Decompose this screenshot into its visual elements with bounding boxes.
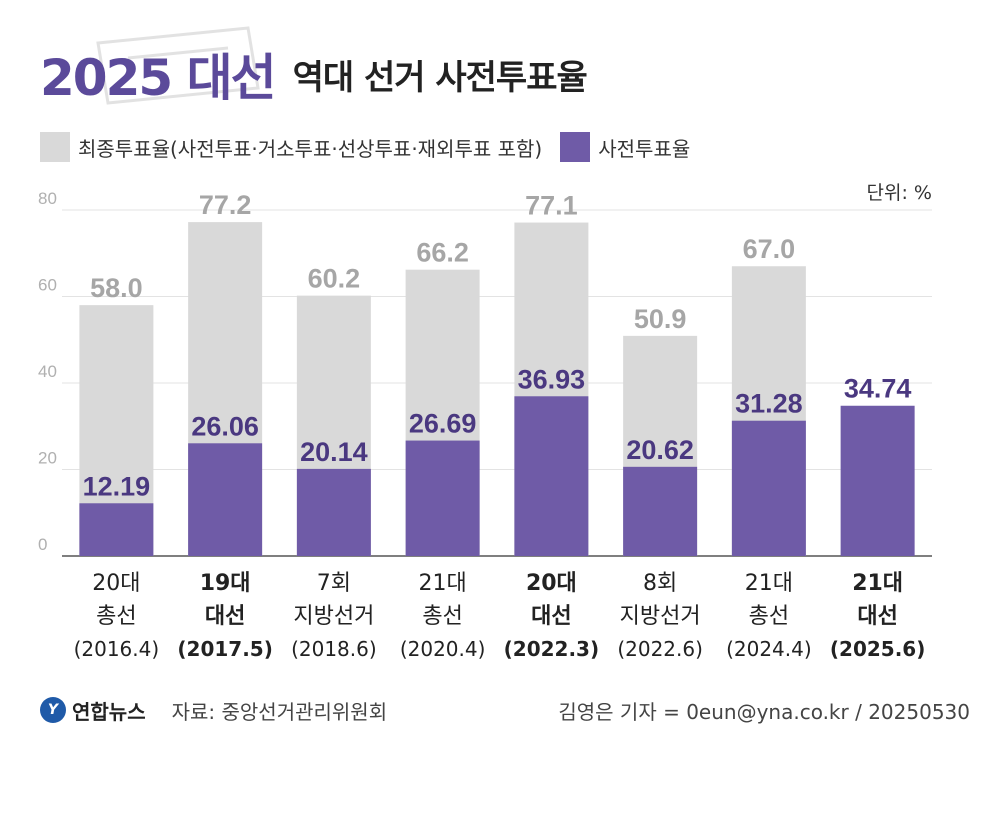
unit-label: 단위: % xyxy=(866,182,932,204)
legend-item-final: 최종투표율(사전투표·거소투표·선상투표·재외투표 포함) xyxy=(40,132,542,162)
bar-early-turnout xyxy=(514,396,589,556)
data-label-final: 77.1 xyxy=(525,191,578,221)
data-label-final: 50.9 xyxy=(634,304,687,334)
bar-early-turnout xyxy=(623,466,698,556)
data-label-early: 20.62 xyxy=(626,435,694,465)
page-subtitle: 역대 선거 사전투표율 xyxy=(292,57,588,98)
x-tick-label: (2018.6) xyxy=(291,637,377,661)
x-tick-label: 대선 xyxy=(205,604,245,629)
x-tick-label: 총선 xyxy=(422,604,462,629)
y-tick-label: 60 xyxy=(38,276,57,295)
data-label-early: 26.69 xyxy=(409,409,477,439)
footer: Y 연합뉴스 자료: 중앙선거관리위원회 김영은 기자 = 0eun@yna.c… xyxy=(40,690,970,730)
x-tick-label: 총선 xyxy=(749,604,789,629)
x-tick-label: 19대 xyxy=(200,571,251,596)
source-text: 자료: 중앙선거관리위원회 xyxy=(171,699,388,724)
legend-swatch-final xyxy=(40,132,70,162)
data-label-final: 60.2 xyxy=(308,264,361,294)
x-tick-label: (2016.4) xyxy=(74,637,160,661)
x-tick-label: (2022.6) xyxy=(617,637,703,661)
x-tick-label: 총선 xyxy=(96,604,136,629)
x-tick-label: 8회 xyxy=(643,571,677,596)
bar-early-turnout xyxy=(79,503,154,556)
x-tick-label: 지방선거 xyxy=(620,604,701,629)
data-label-final: 77.2 xyxy=(199,190,252,220)
legend-item-early: 사전투표율 xyxy=(560,132,690,162)
x-tick-label: (2017.5) xyxy=(177,637,272,661)
x-tick-label: 20대 xyxy=(526,571,577,596)
data-label-final: 58.0 xyxy=(90,273,143,303)
logo-text: 연합뉴스 xyxy=(72,699,146,724)
x-tick-label: 21대 xyxy=(852,571,903,596)
bar-early-turnout xyxy=(188,443,263,556)
chart-legend: 최종투표율(사전투표·거소투표·선상투표·재외투표 포함) 사전투표율 xyxy=(40,132,708,162)
brand-logo: Y 연합뉴스 xyxy=(40,696,146,725)
page-title: 2025 대선 xyxy=(40,49,277,107)
x-tick-label: 7회 xyxy=(317,571,351,596)
data-label-early: 31.28 xyxy=(735,389,803,419)
data-label-early: 26.06 xyxy=(191,411,259,441)
y-tick-label: 0 xyxy=(38,535,47,554)
data-label-early: 36.93 xyxy=(518,364,586,394)
ballot-box-decoration xyxy=(96,26,260,105)
bar-early-turnout xyxy=(840,405,915,556)
x-tick-label: 대선 xyxy=(857,604,897,629)
legend-label-final: 최종투표율(사전투표·거소투표·선상투표·재외투표 포함) xyxy=(78,136,543,161)
y-tick-label: 80 xyxy=(38,189,57,208)
title-block: 2025 대선 역대 선거 사전투표율 xyxy=(40,44,588,107)
x-tick-label: 21대 xyxy=(745,571,793,596)
bar-early-turnout xyxy=(731,420,806,556)
bar-early-turnout xyxy=(405,440,480,556)
y-tick-label: 20 xyxy=(38,449,57,468)
x-tick-label: 20대 xyxy=(92,571,140,596)
x-tick-label: 지방선거 xyxy=(293,604,374,629)
credit-text: 김영은 기자 = 0eun@yna.co.kr / 20250530 xyxy=(558,699,970,724)
x-tick-label: (2022.3) xyxy=(504,637,599,661)
y-tick-label: 40 xyxy=(38,362,57,381)
x-tick-label: 대선 xyxy=(531,604,571,629)
data-label-final: 67.0 xyxy=(743,234,796,264)
x-tick-label: (2025.6) xyxy=(830,637,925,661)
data-label-early: 20.14 xyxy=(300,437,368,467)
legend-label-early: 사전투표율 xyxy=(598,136,691,161)
x-tick-label: (2020.4) xyxy=(400,637,486,661)
x-tick-label: 21대 xyxy=(419,571,467,596)
bar-early-turnout xyxy=(296,468,371,556)
data-label-early: 34.74 xyxy=(844,374,912,404)
logo-icon: Y xyxy=(40,697,66,723)
data-label-final: 66.2 xyxy=(416,238,469,268)
data-label-early: 12.19 xyxy=(83,471,151,501)
x-tick-label: (2024.4) xyxy=(726,637,812,661)
legend-swatch-early xyxy=(560,132,591,162)
